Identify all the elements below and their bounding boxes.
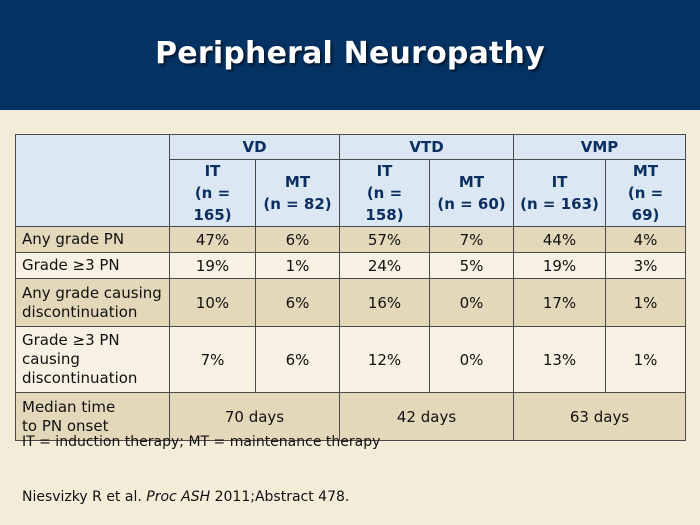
citation-authors: Niesvizky R et al. <box>22 489 147 505</box>
table-row: Grade ≥3 PN 19% 1% 24% 5% 19% 3% <box>15 252 687 279</box>
row-label: Grade ≥3 PN <box>15 252 170 279</box>
subheader-cell: IT (n = 163) <box>513 159 607 227</box>
table-cell: 5% <box>428 252 515 279</box>
group-header-vmp: VMP <box>513 134 687 160</box>
row-label-line: Median time <box>22 397 116 416</box>
arm-n: (n = 163) <box>520 195 599 213</box>
row-label-line: Any grade causing <box>22 283 162 302</box>
table-cell: 57% <box>339 226 430 253</box>
table-cell: 16% <box>339 278 430 327</box>
table-cell: 7% <box>169 326 256 393</box>
table-cell: 3% <box>605 252 687 279</box>
arm-label: MT <box>632 162 659 180</box>
row-label-line: causing <box>22 350 80 368</box>
arm-label: IT <box>551 173 568 191</box>
table-cell: 1% <box>255 252 340 279</box>
row-label-line: to PN onset <box>22 416 109 435</box>
table-cell: 4% <box>605 226 687 253</box>
table-cell: 0% <box>428 278 515 327</box>
table-cell: 13% <box>513 326 607 393</box>
title-bar <box>0 0 700 110</box>
citation-rest: 2011;Abstract 478. <box>210 489 350 505</box>
table-cell: 70 days <box>169 392 340 441</box>
subheader-cell: MT (n = 60) <box>428 159 515 227</box>
table-row: Median time to PN onset 70 days 42 days 6… <box>15 392 687 441</box>
row-label: Any grade PN <box>15 226 170 253</box>
table-cell: 0% <box>428 326 515 393</box>
slide-title: Peripheral Neuropathy <box>155 36 545 71</box>
row-label: Grade ≥3 PN causing discontinuation <box>15 326 170 393</box>
row-label-line: Grade ≥3 PN <box>22 331 120 349</box>
row-label-line: discontinuation <box>22 302 138 321</box>
table-cell: 19% <box>169 252 256 279</box>
subheader-cell: IT (n = 158) <box>339 159 430 227</box>
subheader-cell: MT (n = 82) <box>255 159 340 227</box>
abbreviation-footnote: IT = induction therapy; MT = maintenance… <box>22 434 381 450</box>
table-cell: 12% <box>339 326 430 393</box>
header-corner-cell <box>15 134 170 227</box>
table-row: Grade ≥3 PN causing discontinuation 7% 6% … <box>15 326 687 393</box>
table-cell: 44% <box>513 226 607 253</box>
group-header-vtd: VTD <box>338 134 515 160</box>
table-cell: 17% <box>513 278 607 327</box>
arm-label: IT <box>376 162 393 180</box>
table-cell: 6% <box>255 226 340 253</box>
table-cell: 19% <box>513 252 607 279</box>
row-label-line: discontinuation <box>22 369 138 387</box>
table-cell: 6% <box>255 278 340 327</box>
table-cell: 47% <box>169 226 256 253</box>
arm-n: (n = 165) <box>193 184 232 224</box>
table-cell: 6% <box>255 326 340 393</box>
table-row: Any grade causing discontinuation 10% 6% … <box>15 278 687 327</box>
citation-journal: Proc ASH <box>146 489 211 505</box>
subheader-cell: IT (n = 165) <box>169 159 256 227</box>
table-cell: 42 days <box>338 392 515 441</box>
table-cell: 1% <box>605 326 687 393</box>
arm-label: MT <box>458 173 485 191</box>
table-cell: 63 days <box>513 392 687 441</box>
table-cell: 10% <box>169 278 256 327</box>
arm-n: (n = 82) <box>263 195 332 213</box>
arm-label: IT <box>204 162 221 180</box>
citation: Niesvizky R et al. Proc ASH 2011;Abstrac… <box>22 489 349 505</box>
row-label: Any grade causing discontinuation <box>15 278 170 327</box>
table-cell: 1% <box>605 278 687 327</box>
table-row: Any grade PN 47% 6% 57% 7% 44% 4% <box>15 226 687 253</box>
table-cell: 7% <box>428 226 515 253</box>
neuropathy-table: VD VTD VMP IT (n = 165) MT (n = 82) IT (n =… <box>15 134 687 441</box>
arm-n: (n = 69) <box>627 184 664 224</box>
group-header-vd: VD <box>169 134 340 160</box>
row-label: Median time to PN onset <box>15 392 170 441</box>
subheader-cell: MT (n = 69) <box>605 159 687 227</box>
arm-label: MT <box>284 173 311 191</box>
arm-n: (n = 158) <box>365 184 404 224</box>
table-cell: 24% <box>339 252 430 279</box>
arm-n: (n = 60) <box>437 195 506 213</box>
